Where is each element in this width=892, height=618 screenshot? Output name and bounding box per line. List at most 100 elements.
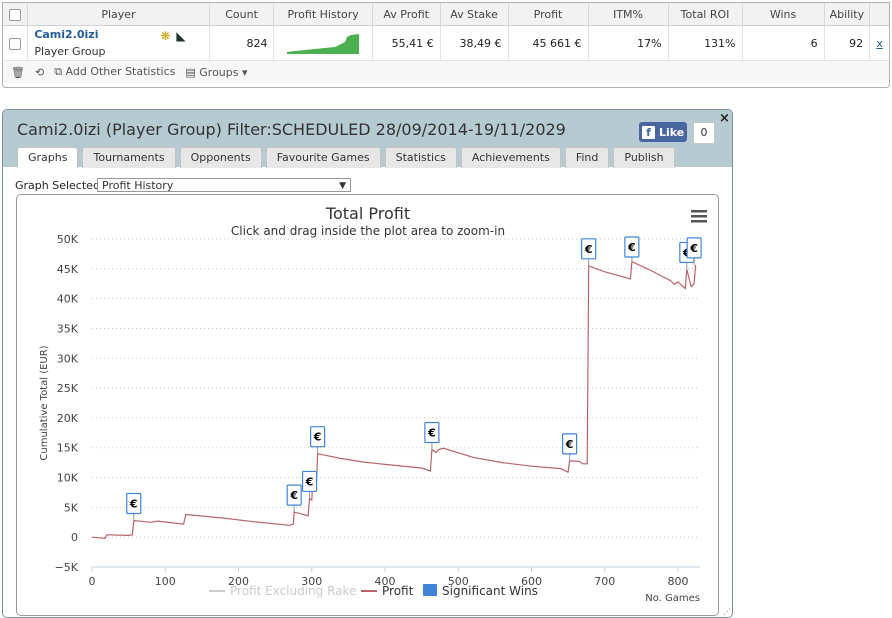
stats-table: Player Count Profit History Av Profit Av… [3,3,889,61]
x-tick-label: 700 [594,575,615,588]
significant-win-symbol: € [129,497,138,510]
y-tick-label: 0 [71,531,78,544]
profit-series-line [91,260,697,540]
x-tick-label: 300 [301,575,322,588]
significant-win-marker [562,433,578,455]
y-tick-label: 25K [57,382,79,395]
y-tick-label: 40K [57,293,79,306]
y-tick-label: 30K [57,352,79,365]
col-profit[interactable]: Profit [508,3,589,26]
tab-publish[interactable]: Publish [613,147,675,168]
x-axis-label: No. Games [645,593,700,604]
itm-cell: 17% [588,25,669,61]
significant-win-marker [286,484,302,506]
close-icon[interactable]: × [719,111,730,126]
tab-graphs[interactable]: Graphs [17,147,79,168]
player-cell: Cami2.0izi Player Group ❋ ◣ [27,25,210,61]
select-all-checkbox[interactable] [9,8,22,21]
select-all-header[interactable] [3,3,29,26]
significant-win-symbol: € [689,242,698,255]
significant-win-symbol: € [565,438,574,451]
av-stake-cell: 38,49 € [440,25,509,61]
significant-win-marker [301,470,318,493]
dropdown-arrow-icon: ▼ [339,181,346,191]
legend-profit: Profit [382,584,414,598]
av-profit-cell: 55,41 € [372,25,441,61]
x-tick-label: 400 [375,575,396,588]
add-stats-icon: ⧉ [54,65,63,78]
col-wins[interactable]: Wins [742,3,825,26]
y-axis-label: Cumulative Total (EUR) [39,345,50,460]
menu-icon[interactable] [691,210,707,223]
player-group-label: Player Group [34,45,106,58]
significant-win-marker [126,492,142,515]
tab-favourite-games[interactable]: Favourite Games [265,147,381,168]
col-count[interactable]: Count [209,3,275,26]
dialog-header: Cami2.0izi (Player Group) Filter:SCHEDUL… [3,110,732,168]
player-dialog: Cami2.0izi (Player Group) Filter:SCHEDUL… [2,109,733,618]
dialog-tabs: Graphs Tournaments Opponents Favourite G… [17,147,675,168]
tab-opponents[interactable]: Opponents [179,147,262,168]
row-checkbox[interactable] [9,37,22,50]
profit-cell: 45 661 € [508,25,589,61]
col-av-profit[interactable]: Av Profit [372,3,441,26]
x-tick-label: 600 [521,575,542,588]
facebook-like-button[interactable]: f Like [639,122,687,142]
y-tick-label: 50K [57,233,79,246]
significant-win-symbol: € [289,489,298,502]
col-player[interactable]: Player [27,3,210,26]
significant-win-symbol: € [305,475,314,488]
col-remove [869,3,889,26]
stats-header-row: Player Count Profit History Av Profit Av… [3,3,889,26]
tab-statistics[interactable]: Statistics [384,147,457,168]
col-itm[interactable]: ITM% [588,3,669,26]
tab-find[interactable]: Find [564,147,610,168]
y-tick-label: 20K [57,412,79,425]
groups-label: Groups [199,65,239,79]
add-stats-label: Add Other Statistics [65,65,176,78]
x-tick-label: 0 [89,575,96,588]
shark-icon: ◣ [176,29,186,43]
facebook-icon: f [642,125,655,139]
tab-achievements[interactable]: Achievements [460,147,561,168]
like-label: Like [659,125,685,139]
col-av-stake[interactable]: Av Stake [440,3,509,26]
remove-row-link[interactable]: x [876,36,883,50]
significant-win-symbol: € [427,427,436,440]
trash-icon[interactable]: 🗑 [11,65,25,79]
refresh-icon[interactable]: ⟲ [34,65,45,79]
remove-cell: x [869,25,889,61]
graph-selected-label: Graph Selected: [15,179,104,192]
chart-container[interactable]: Total Profit Click and drag inside the pl… [16,194,719,616]
player-name-link[interactable]: Cami2.0izi [34,28,99,41]
y-tick-label: 5K [64,501,79,514]
tab-tournaments[interactable]: Tournaments [82,147,176,168]
x-tick-label: 200 [228,575,249,588]
col-ability[interactable]: Ability [824,3,871,26]
y-tick-label: 10K [57,472,79,485]
dialog-title: Cami2.0izi (Player Group) Filter:SCHEDUL… [17,120,566,139]
count-cell: 824 [209,25,275,61]
chart-title: Total Profit [325,204,410,223]
y-tick-label: 45K [57,263,79,276]
significant-win-marker [424,421,440,444]
col-profit-history[interactable]: Profit History [273,3,373,26]
significant-win-symbol: € [313,431,322,444]
col-total-roi[interactable]: Total ROI [668,3,743,26]
legend-profit-excluding-rake: Profit Excluding Rake [230,584,356,598]
wins-cell: 6 [742,25,825,61]
ability-cell: 92 [824,25,871,61]
significant-win-marker [581,238,597,260]
add-stats-button[interactable]: ⧉ Add Other Statistics [54,65,175,79]
like-count: 0 [693,122,715,144]
stats-footer: 🗑 ⟲ ⧉ Add Other Statistics ▤ Groups ▾ [3,61,889,83]
table-row: Cami2.0izi Player Group ❋ ◣ 824 55,41 € … [3,25,889,61]
y-tick-label: −5K [55,561,79,574]
significant-win-symbol: € [584,243,593,256]
resize-handle-icon[interactable]: ⋰ [723,607,731,616]
groups-dropdown[interactable]: ▤ Groups ▾ [185,66,247,79]
significant-win-marker [624,236,640,258]
graph-select[interactable]: Profit History ▼ [97,178,351,192]
row-select-cell[interactable] [3,25,29,61]
